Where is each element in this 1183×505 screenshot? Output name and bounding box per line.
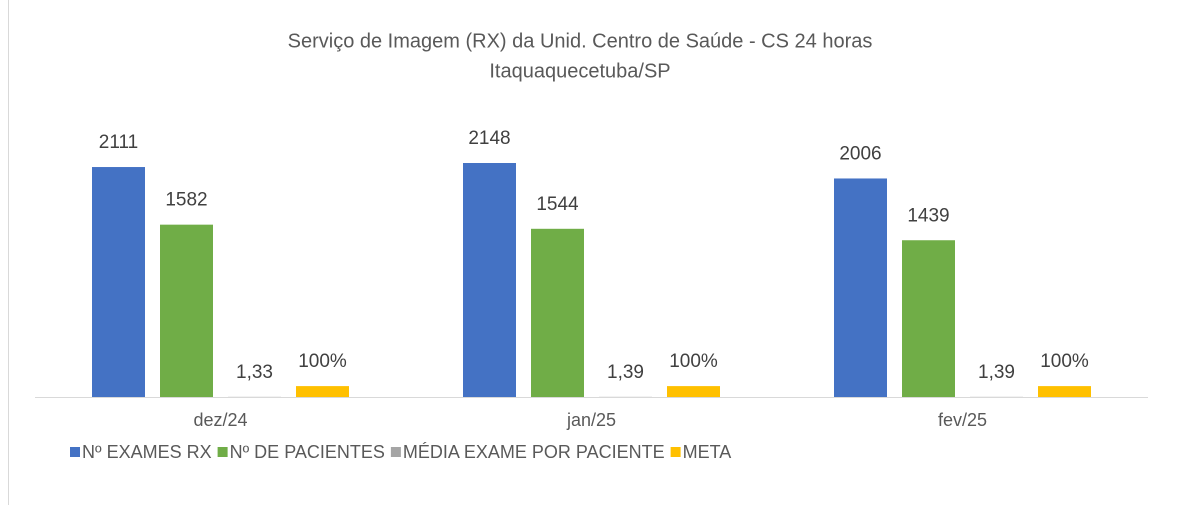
legend-swatch (217, 447, 228, 457)
data-label: 100% (669, 351, 718, 372)
bar (531, 228, 584, 397)
bar (296, 386, 349, 397)
data-label: 1,39 (978, 362, 1015, 383)
x-tick-label: dez/24 (193, 410, 247, 430)
data-label: 1582 (165, 190, 207, 211)
chart-title: Serviço de Imagem (RX) da Unid. Centro d… (288, 30, 873, 52)
x-tick-label: fev/25 (938, 410, 987, 430)
data-label: 1439 (907, 205, 949, 226)
data-label: 2148 (468, 128, 510, 149)
data-label: 2006 (839, 143, 881, 164)
bar (834, 178, 887, 397)
legend-label: Nº DE PACIENTES (230, 442, 385, 462)
data-label: 1,39 (607, 362, 644, 383)
legend-label: META (683, 442, 732, 462)
data-label: 1544 (536, 194, 579, 215)
legend-label: Nº EXAMES RX (82, 442, 212, 462)
bar (92, 167, 145, 397)
bar (1038, 386, 1091, 397)
bar (160, 224, 213, 397)
legend-label: MÉDIA EXAME POR PACIENTE (403, 442, 665, 462)
data-label: 100% (298, 351, 347, 372)
legend-swatch (70, 447, 80, 457)
legend-swatch (390, 447, 401, 457)
data-label: 100% (1040, 351, 1089, 372)
chart-subtitle: Itaquaquecetuba/SP (489, 60, 670, 82)
legend-swatch (670, 447, 681, 457)
data-label: 1,33 (236, 362, 273, 383)
x-tick-label: jan/25 (566, 410, 616, 430)
data-label: 2111 (99, 132, 138, 153)
bar (667, 386, 720, 397)
bar (463, 163, 516, 397)
bar (902, 240, 955, 397)
